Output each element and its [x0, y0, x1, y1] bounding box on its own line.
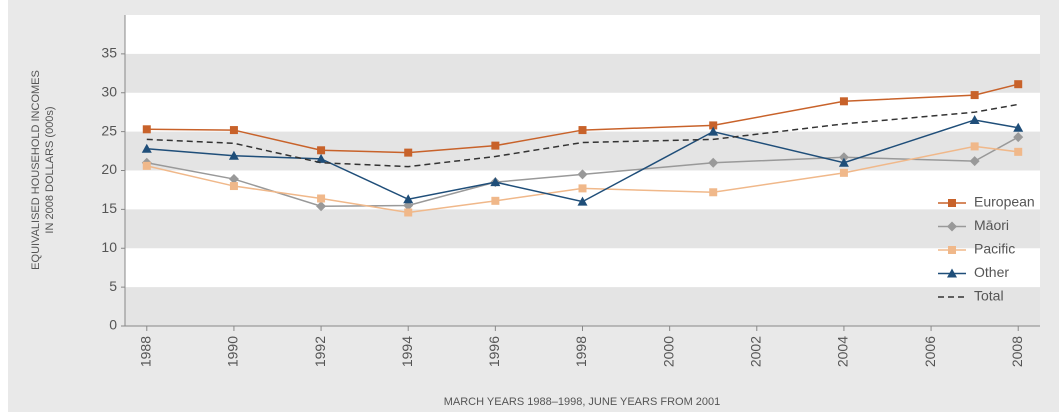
marker: [404, 208, 413, 217]
x-tick-label: 2002: [747, 336, 763, 367]
band: [125, 209, 1040, 249]
marker: [838, 157, 849, 167]
series-line: [146, 83, 1019, 154]
marker: [577, 169, 588, 180]
x-tick-label: 1998: [573, 336, 589, 367]
marker: [403, 194, 414, 204]
marker: [491, 196, 500, 205]
legend-marker: [947, 221, 957, 232]
x-tick-label: 2006: [922, 336, 938, 367]
series-line: [146, 103, 1019, 168]
marker: [1014, 147, 1023, 156]
legend-label: Pacific: [974, 241, 1015, 257]
marker: [838, 152, 849, 163]
marker: [839, 168, 848, 177]
marker: [970, 142, 979, 151]
y-axis-label: IN 2008 DOLLARS (000s): [44, 106, 56, 233]
x-tick-label: 1988: [137, 336, 153, 367]
marker: [577, 196, 588, 206]
x-tick-label: 2008: [1009, 336, 1025, 367]
y-tick-label: 25: [101, 122, 117, 138]
legend-label: Total: [974, 288, 1004, 304]
legend-label: European: [974, 194, 1035, 210]
marker: [317, 146, 326, 155]
marker: [708, 126, 719, 136]
y-tick-label: 35: [101, 45, 117, 61]
band: [125, 53, 1040, 93]
marker: [839, 97, 848, 106]
y-axis-label: EQUIVALISED HOUSEHOLD INCOMES: [30, 70, 42, 270]
x-tick-label: 2004: [835, 336, 851, 367]
marker: [490, 177, 501, 187]
marker: [1014, 80, 1023, 89]
marker: [970, 91, 979, 100]
marker: [1013, 122, 1024, 132]
marker: [229, 126, 238, 135]
y-tick-label: 15: [101, 200, 117, 216]
x-tick-label: 2000: [660, 336, 676, 367]
legend-label: Māori: [974, 217, 1009, 233]
y-tick-label: 5: [109, 278, 117, 294]
series-line: [146, 145, 1019, 214]
marker: [708, 157, 719, 168]
marker: [317, 194, 326, 203]
y-tick-label: 0: [109, 317, 117, 333]
marker: [578, 184, 587, 193]
marker: [228, 174, 239, 185]
marker: [969, 114, 980, 124]
x-axis-label: MARCH YEARS 1988–1998, JUNE YEARS FROM 2…: [444, 396, 721, 408]
x-tick-label: 1990: [225, 336, 241, 367]
marker: [316, 153, 327, 163]
band: [125, 287, 1040, 326]
marker: [141, 143, 152, 153]
y-tick-label: 30: [101, 83, 117, 99]
marker: [578, 126, 587, 135]
legend-marker: [947, 268, 957, 278]
x-tick-label: 1994: [399, 336, 415, 367]
marker: [228, 150, 239, 160]
x-tick-label: 1992: [312, 336, 328, 367]
marker: [709, 188, 718, 197]
marker: [404, 148, 413, 157]
marker: [491, 141, 500, 150]
marker: [969, 156, 980, 167]
marker: [709, 121, 718, 130]
marker: [229, 182, 238, 191]
y-tick-label: 20: [101, 161, 117, 177]
legend-marker: [948, 199, 956, 207]
marker: [142, 125, 151, 134]
x-tick-label: 1996: [486, 336, 502, 367]
marker: [1013, 132, 1024, 143]
marker: [316, 201, 327, 212]
series-line: [146, 119, 1019, 203]
legend-label: Other: [974, 264, 1009, 280]
marker: [142, 161, 151, 170]
legend-marker: [948, 246, 956, 254]
band: [125, 131, 1040, 171]
y-tick-label: 10: [101, 239, 117, 255]
